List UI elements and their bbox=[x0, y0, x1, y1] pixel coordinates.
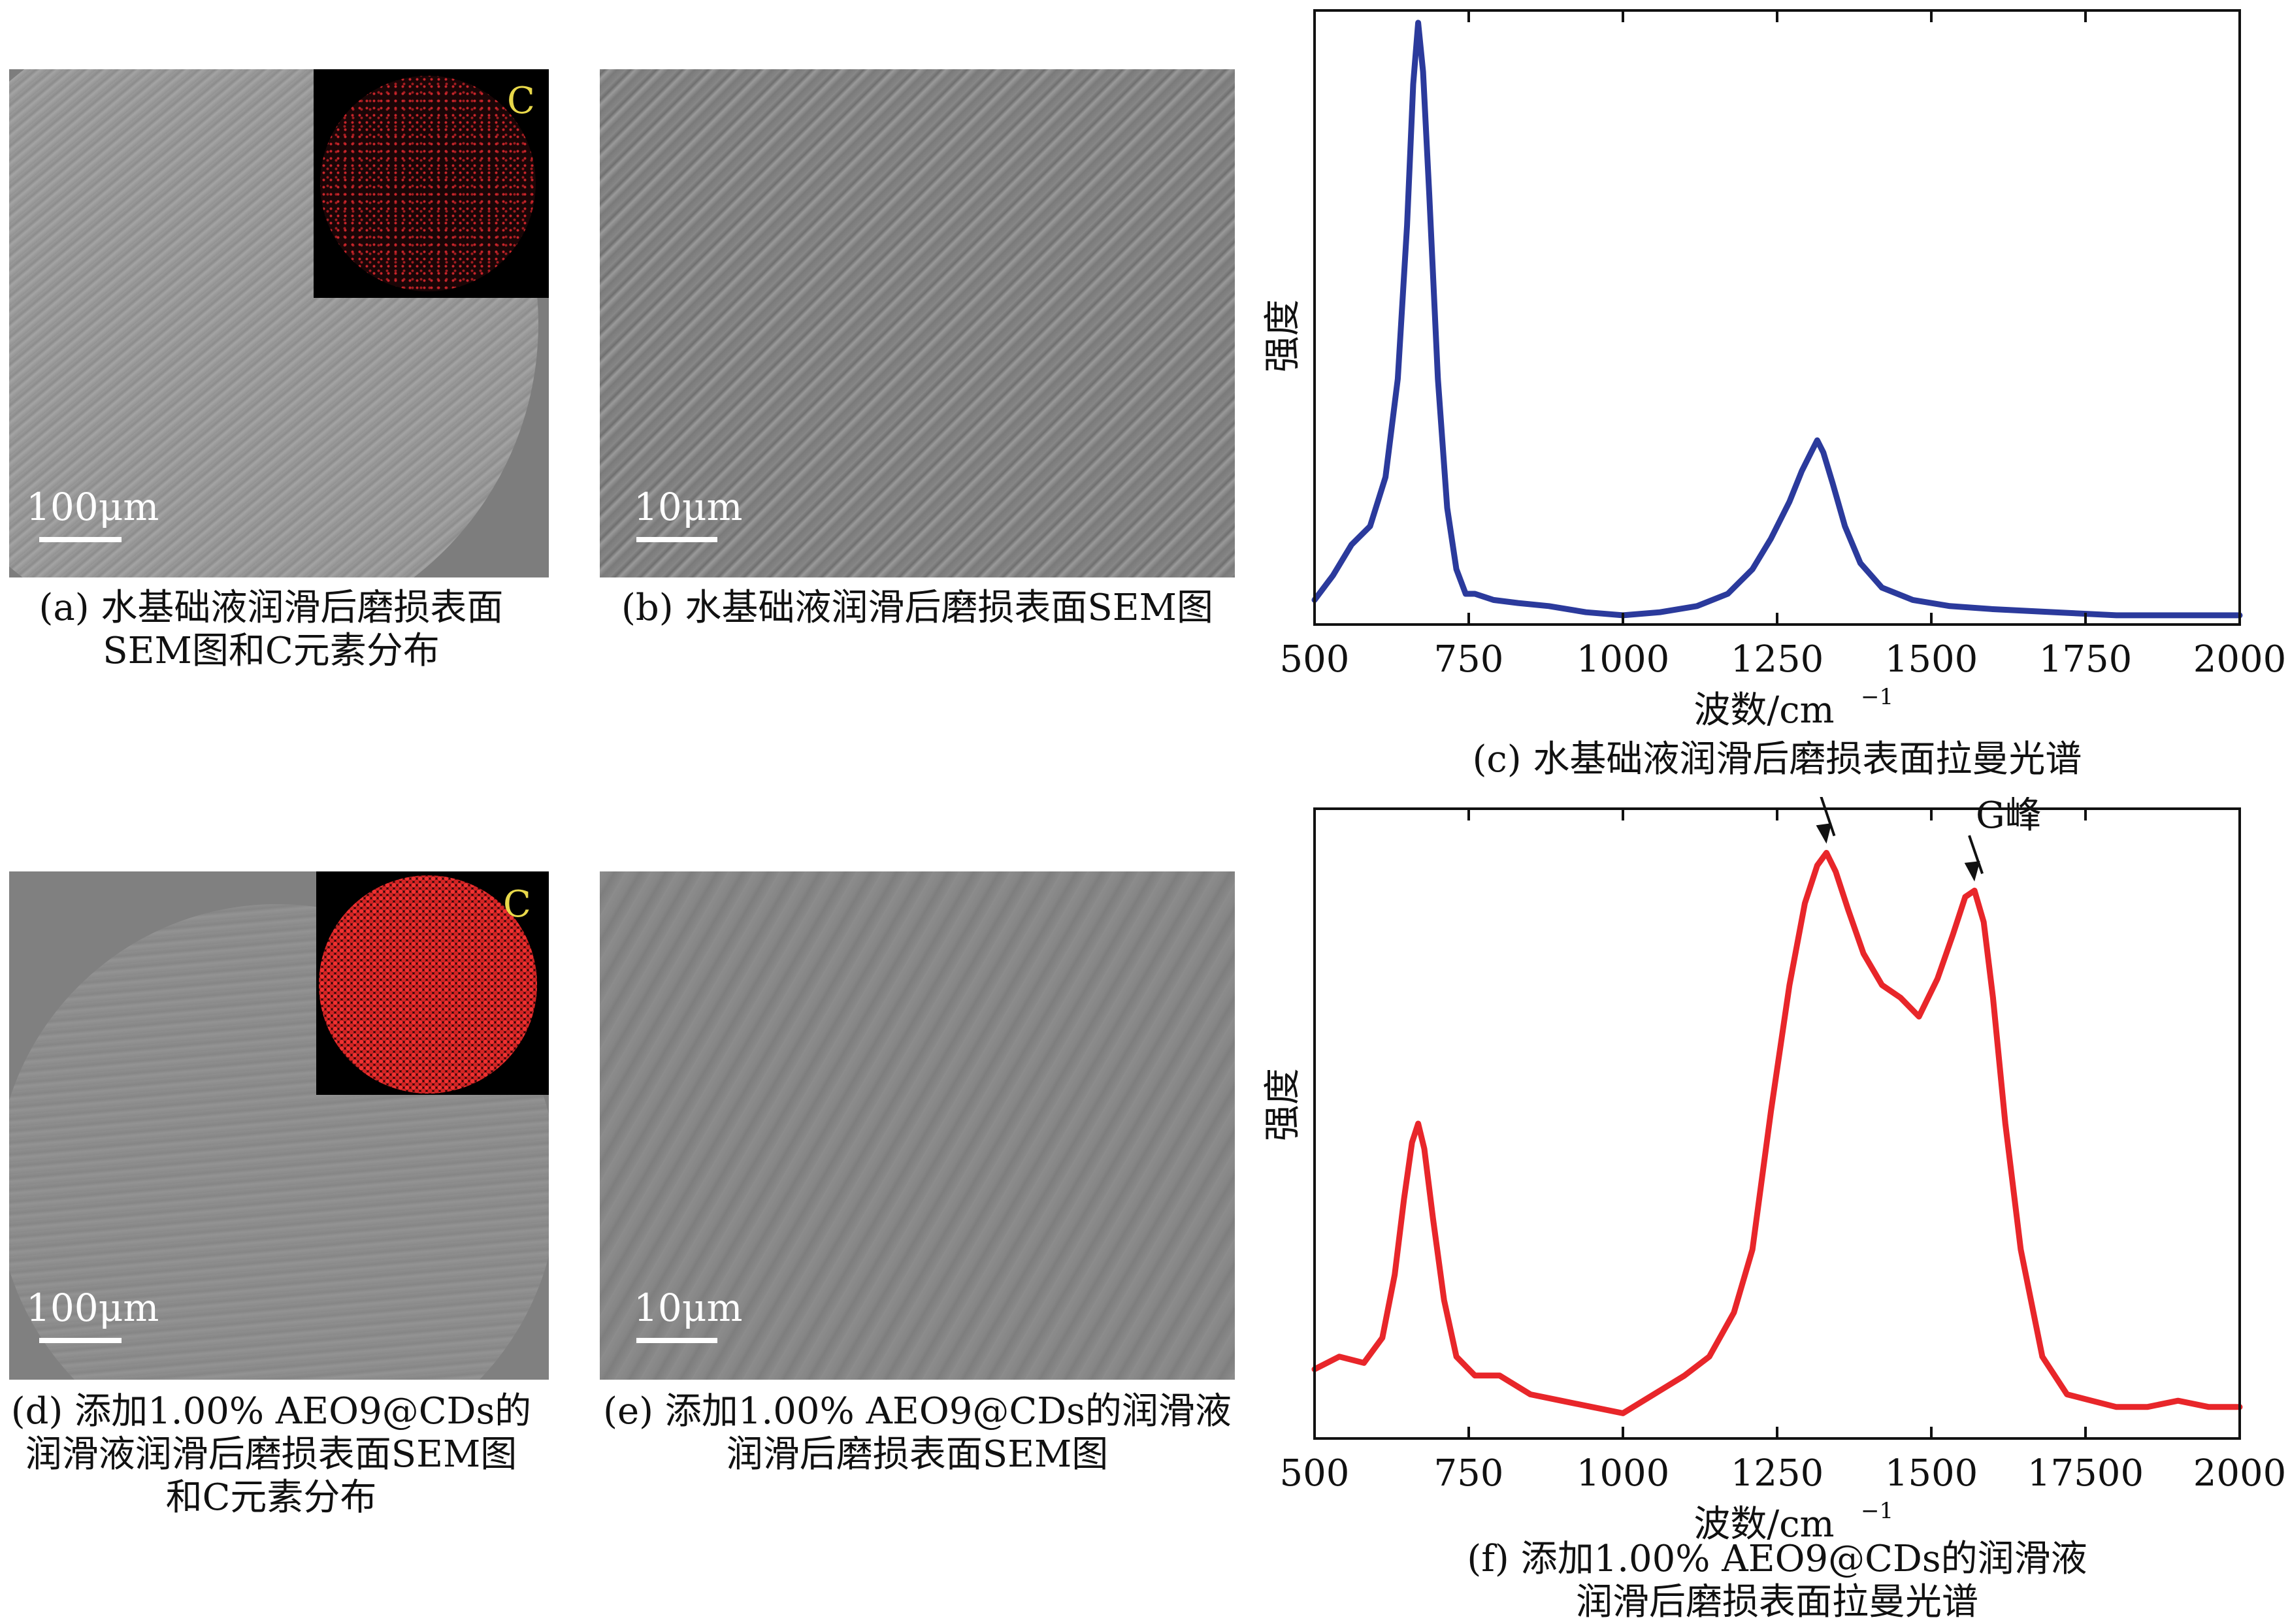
caption-a-line-2: SEM图和C元素分布 bbox=[103, 630, 440, 672]
x-axis-label-f: 波数/cm bbox=[1693, 1503, 1834, 1546]
x-tick-label-c: 1000 bbox=[1577, 638, 1670, 681]
caption-e-line-1: (e) 添加1.00% AEO9@CDs的润滑液 bbox=[603, 1390, 1232, 1433]
carbon-map-inset-d: C bbox=[316, 871, 549, 1095]
scale-label-e: 10μm bbox=[634, 1286, 743, 1330]
scale-label-b: 10μm bbox=[634, 485, 743, 529]
x-tick-label-f: 1000 bbox=[1577, 1452, 1670, 1495]
scale-label-d: 100μm bbox=[26, 1286, 159, 1330]
sem-panel-a: C 100μm bbox=[9, 69, 549, 577]
x-tick-label-f: 500 bbox=[1280, 1452, 1350, 1495]
series-line-f bbox=[1311, 850, 2243, 1416]
x-tick-label-c: 1750 bbox=[2039, 638, 2133, 681]
raman-chart-c: 500 750 1000 1250 1500 1750 2000 波数/cm −1 强度 bbox=[1262, 9, 2287, 732]
x-tick-label-f: 750 bbox=[1434, 1452, 1504, 1495]
annotation-arrow-head bbox=[1816, 823, 1832, 844]
inset-label-d: C bbox=[503, 883, 531, 926]
series-line-c bbox=[1311, 20, 2243, 619]
caption-b: (b) 水基础液润滑后磨损表面SEM图 bbox=[600, 587, 1235, 630]
x-tick-label-c: 1250 bbox=[1731, 638, 1824, 681]
sem-panel-b: 10μm bbox=[600, 69, 1235, 577]
x-tick-label-c: 500 bbox=[1280, 638, 1350, 681]
annotation-arrow-line bbox=[1968, 835, 1984, 874]
x-tick-label-c: 1500 bbox=[1885, 638, 1978, 681]
caption-a: (a) 水基础液润滑后磨损表面 SEM图和C元素分布 bbox=[0, 587, 542, 673]
caption-d-line-3: 和C元素分布 bbox=[165, 1476, 377, 1519]
annotation-arrow-line bbox=[1820, 797, 1836, 837]
carbon-map-inset-a: C bbox=[314, 69, 549, 298]
caption-f: (f) 添加1.00% AEO9@CDs的润滑液 润滑后磨损表面拉曼光谱 bbox=[1313, 1538, 2241, 1624]
inset-label-a: C bbox=[507, 80, 535, 122]
carbon-distribution-a bbox=[320, 76, 536, 291]
caption-d: (d) 添加1.00% AEO9@CDs的 润滑液润滑后磨损表面SEM图 和C元… bbox=[0, 1390, 542, 1519]
annotation-arrow-head bbox=[1964, 861, 1980, 882]
scale-bar-a bbox=[39, 537, 122, 542]
caption-d-line-2: 润滑液润滑后磨损表面SEM图 bbox=[25, 1433, 517, 1476]
caption-c-line-1: (c) 水基础液润滑后磨损表面拉曼光谱 bbox=[1472, 738, 2082, 781]
caption-b-line-1: (b) 水基础液润滑后磨损表面SEM图 bbox=[621, 587, 1213, 629]
caption-f-line-1: (f) 添加1.00% AEO9@CDs的润滑液 bbox=[1467, 1538, 2087, 1580]
carbon-distribution-d bbox=[319, 875, 537, 1094]
x-axis-label-sup-f: −1 bbox=[1861, 1498, 1893, 1524]
caption-f-line-2: 润滑后磨损表面拉曼光谱 bbox=[1576, 1581, 1978, 1623]
x-tick-label-f: 17500 bbox=[2027, 1452, 2144, 1495]
caption-e-line-2: 润滑后磨损表面SEM图 bbox=[726, 1433, 1109, 1476]
scale-label-a: 100μm bbox=[26, 485, 159, 529]
x-tick-label-c: 750 bbox=[1434, 638, 1504, 681]
y-axis-label-c: 强度 bbox=[1262, 299, 1304, 372]
sem-panel-d: C 100μm bbox=[9, 871, 549, 1380]
caption-d-line-1: (d) 添加1.00% AEO9@CDs的 bbox=[10, 1390, 532, 1433]
peak-annotation-f: G峰 bbox=[1964, 797, 2042, 882]
scale-bar-b bbox=[636, 537, 717, 542]
scale-bar-d bbox=[39, 1338, 122, 1343]
caption-e: (e) 添加1.00% AEO9@CDs的润滑液 润滑后磨损表面SEM图 bbox=[600, 1390, 1235, 1476]
raman-chart-f: 500 750 1000 1250 1500 17500 2000 波数/cm −1 强度 D峰 G峰 bbox=[1262, 797, 2287, 1546]
caption-a-line-1: (a) 水基础液润滑后磨损表面 bbox=[39, 587, 504, 629]
y-axis-label-f: 强度 bbox=[1262, 1068, 1304, 1141]
x-tick-label-f: 1500 bbox=[1885, 1452, 1978, 1495]
x-tick-label-c: 2000 bbox=[2193, 638, 2287, 681]
x-tick-label-f: 1250 bbox=[1731, 1452, 1824, 1495]
annotation-label: G峰 bbox=[1976, 797, 2042, 837]
scale-bar-e bbox=[636, 1338, 717, 1343]
x-axis-label-c: 波数/cm bbox=[1693, 689, 1834, 732]
x-tick-label-f: 2000 bbox=[2193, 1452, 2287, 1495]
caption-c: (c) 水基础液润滑后磨损表面拉曼光谱 bbox=[1313, 738, 2241, 781]
sem-panel-e: 10μm bbox=[600, 871, 1235, 1380]
x-axis-label-sup-c: −1 bbox=[1861, 684, 1893, 710]
peak-annotation-f: D峰 bbox=[1816, 797, 1836, 844]
